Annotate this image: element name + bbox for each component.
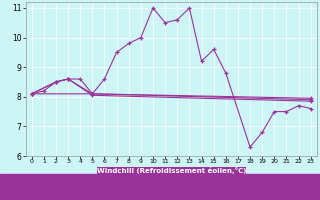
X-axis label: Windchill (Refroidissement éolien,°C): Windchill (Refroidissement éolien,°C) [97, 167, 246, 174]
